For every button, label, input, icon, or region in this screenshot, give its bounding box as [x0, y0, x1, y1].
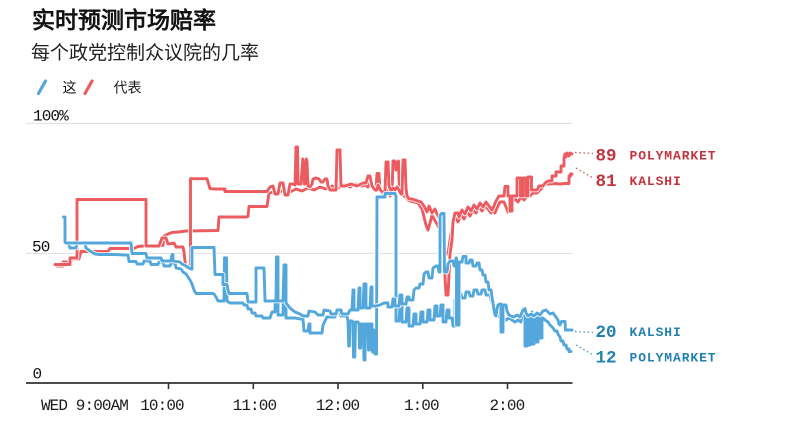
svg-text:这: 这 — [63, 80, 77, 96]
svg-text:POLYMARKET: POLYMARKET — [630, 149, 717, 164]
svg-text:81: 81 — [596, 172, 617, 192]
svg-text:10:00: 10:00 — [140, 397, 184, 415]
svg-text:11:00: 11:00 — [233, 397, 277, 415]
svg-text:WED 9:00AM: WED 9:00AM — [41, 397, 128, 415]
svg-text:1:00: 1:00 — [404, 397, 439, 415]
svg-text:代表: 代表 — [114, 80, 142, 96]
svg-text:0: 0 — [33, 366, 42, 384]
svg-text:20: 20 — [596, 323, 617, 343]
svg-text:实时预测市场赔率: 实时预测市场赔率 — [32, 7, 216, 33]
svg-text:2:00: 2:00 — [489, 397, 524, 415]
svg-text:89: 89 — [596, 147, 617, 167]
svg-text:12: 12 — [596, 349, 617, 369]
svg-text:12:00: 12:00 — [316, 397, 360, 415]
svg-text:50: 50 — [32, 239, 50, 257]
svg-text:100%: 100% — [33, 108, 69, 126]
svg-text:每个政党控制众议院的几率: 每个政党控制众议院的几率 — [31, 42, 259, 64]
svg-text:KALSHI: KALSHI — [630, 325, 682, 340]
svg-text:KALSHI: KALSHI — [630, 174, 682, 189]
svg-text:POLYMARKET: POLYMARKET — [630, 351, 717, 366]
